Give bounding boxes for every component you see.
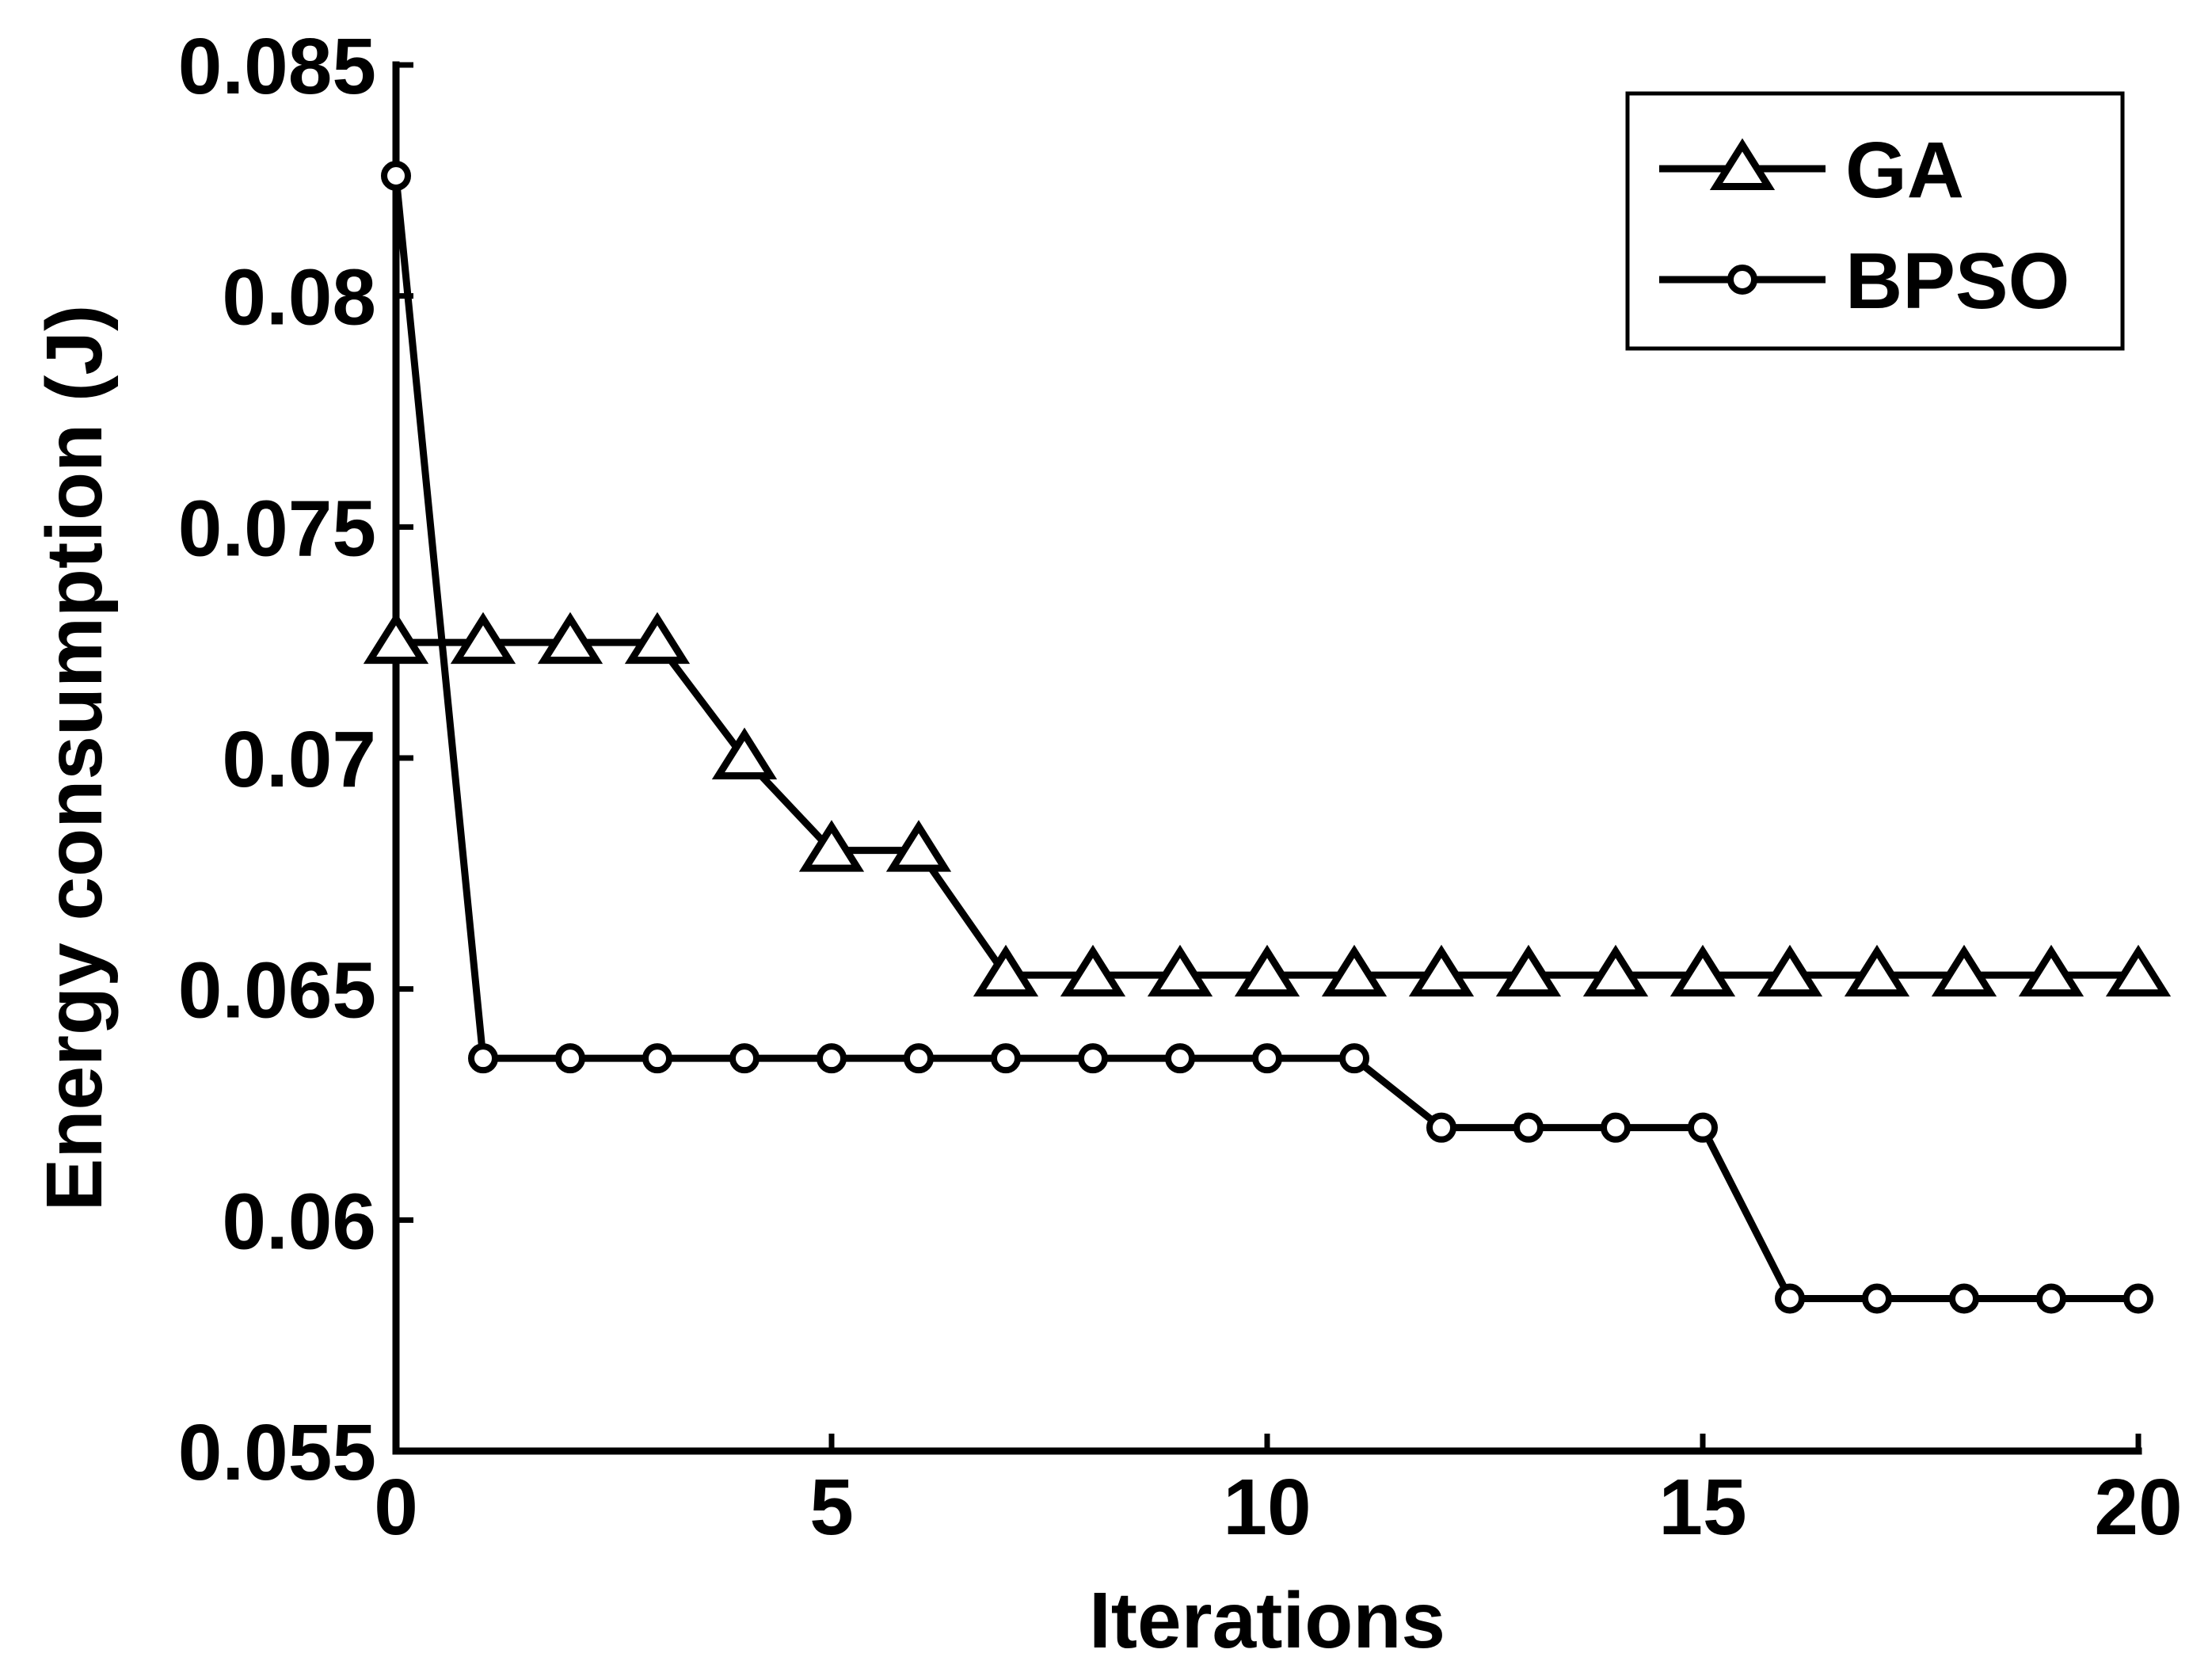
data-point-bpso (1165, 1043, 1195, 1074)
y-tick-label: 0.07 (222, 715, 376, 804)
data-point-ga (363, 611, 429, 665)
data-point-bpso (729, 1043, 760, 1074)
data-point-bpso (817, 1043, 847, 1074)
data-point-bpso (1862, 1283, 1892, 1314)
data-point-bpso (904, 1043, 934, 1074)
data-point-bpso (1775, 1283, 1805, 1314)
data-point-ga (1844, 944, 1910, 997)
data-point-ga (2018, 944, 2084, 997)
y-tick-label: 0.075 (178, 484, 376, 573)
y-tick-label: 0.065 (178, 947, 376, 1035)
legend-label-ga: GA (1845, 126, 1964, 215)
y-tick-label: 0.08 (222, 253, 376, 342)
data-point-ga (1582, 944, 1649, 997)
series-bpso (381, 161, 2153, 1314)
x-tick-label: 10 (1223, 1463, 1311, 1552)
data-point-bpso (2036, 1283, 2066, 1314)
legend-item-ga: GA (1659, 126, 1964, 215)
y-tick-label: 0.055 (178, 1408, 376, 1497)
data-point-bpso (1513, 1112, 1544, 1143)
data-point-bpso (1339, 1043, 1369, 1074)
data-point-bpso (555, 1043, 585, 1074)
y-axis-title: Energy consumption (J) (30, 305, 119, 1212)
data-point-ga (624, 611, 691, 665)
legend: GA BPSO (1625, 91, 2125, 351)
data-point-ga (798, 820, 865, 872)
data-point-ga (537, 611, 603, 665)
legend-marker-ga (1709, 138, 1776, 190)
axis-ticks: 0 5 10 15 20 0.055 0.06 0.065 0.07 0.075 0.08 0.085 (178, 22, 2183, 1552)
legend-box (1625, 91, 2125, 351)
legend-item-bpso: BPSO (1659, 237, 2069, 326)
legend-marker-bpso (1727, 265, 1757, 295)
data-point-bpso (2123, 1283, 2153, 1314)
x-axis-title: Iterations (1089, 1576, 1445, 1665)
data-point-ga (1669, 944, 1736, 997)
legend-label-bpso: BPSO (1845, 237, 2069, 326)
data-point-ga (1147, 944, 1213, 997)
x-tick-label: 15 (1658, 1463, 1746, 1552)
data-point-bpso (1949, 1283, 1979, 1314)
data-point-ga (1060, 944, 1126, 997)
data-point-bpso (1601, 1112, 1631, 1143)
x-tick-label: 20 (2094, 1463, 2182, 1552)
data-point-ga (885, 820, 952, 872)
data-point-ga (711, 727, 778, 779)
plot-series (363, 161, 2172, 1314)
series-ga (363, 611, 2172, 997)
x-tick-label: 5 (809, 1463, 854, 1552)
data-point-bpso (381, 161, 411, 191)
data-point-bpso (642, 1043, 672, 1074)
series-line-ga (396, 638, 2138, 979)
data-point-ga (973, 944, 1039, 997)
data-point-bpso (468, 1043, 498, 1074)
data-point-ga (1321, 944, 1388, 997)
y-tick-label: 0.06 (222, 1177, 376, 1266)
x-tick-label: 0 (374, 1463, 418, 1552)
data-point-ga (1757, 944, 1823, 997)
data-point-ga (1408, 944, 1475, 997)
data-point-bpso (1426, 1112, 1456, 1143)
data-point-bpso (991, 1043, 1021, 1074)
data-point-bpso (1688, 1112, 1718, 1143)
data-point-ga (450, 611, 516, 665)
data-point-ga (1931, 944, 1997, 997)
data-point-bpso (1078, 1043, 1108, 1074)
data-point-ga (1234, 944, 1300, 997)
data-point-ga (1495, 944, 1562, 997)
data-point-bpso (1252, 1043, 1282, 1074)
data-point-ga (2105, 944, 2172, 997)
y-tick-label: 0.085 (178, 22, 376, 111)
